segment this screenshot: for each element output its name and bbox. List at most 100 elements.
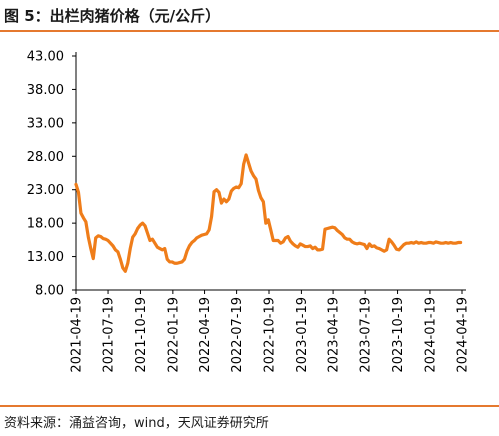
data-point	[350, 240, 354, 244]
figure-title: 图 5：出栏肉猪价格（元/公斤）	[4, 7, 221, 25]
data-point	[419, 241, 423, 244]
data-point	[198, 235, 201, 238]
data-point	[336, 229, 339, 232]
data-point	[94, 236, 97, 240]
data-point	[405, 242, 408, 245]
y-tick-label: 8.00	[35, 284, 64, 299]
data-point	[338, 231, 341, 234]
data-point	[235, 185, 238, 189]
data-point	[316, 248, 319, 252]
data-point	[274, 239, 277, 242]
data-point	[299, 242, 302, 246]
data-point	[114, 248, 117, 252]
data-point	[188, 244, 191, 248]
data-point	[318, 248, 322, 252]
data-point	[321, 248, 324, 251]
x-tick-label: 2021-07-19	[102, 297, 117, 373]
data-point	[454, 242, 457, 245]
data-point	[382, 250, 386, 253]
y-tick-label: 33.00	[27, 116, 64, 131]
data-point	[281, 240, 285, 244]
data-point	[173, 262, 176, 265]
data-point	[99, 235, 102, 238]
data-point	[378, 247, 381, 250]
data-point	[269, 228, 272, 232]
data-point	[96, 234, 100, 238]
data-point	[185, 250, 189, 253]
data-point	[200, 233, 203, 237]
data-point	[286, 235, 290, 238]
data-point	[375, 246, 378, 250]
data-point	[180, 260, 184, 264]
data-point	[222, 197, 226, 201]
data-point	[422, 242, 425, 245]
data-point	[237, 186, 240, 189]
data-point	[136, 227, 139, 230]
data-point	[447, 242, 450, 245]
data-point	[262, 200, 265, 203]
x-tick-label: 2023-01-19	[295, 297, 310, 373]
data-point	[106, 239, 110, 242]
x-axis: 2021-04-19 2021-07-19 2021-10-19 2022-01-19…	[70, 289, 471, 373]
data-point	[121, 266, 125, 270]
data-point	[175, 262, 179, 265]
data-point	[289, 239, 292, 243]
data-point	[252, 174, 255, 177]
data-point	[158, 247, 162, 250]
data-point	[380, 248, 383, 252]
data-point	[306, 245, 309, 248]
data-point	[301, 244, 305, 247]
data-point	[178, 261, 181, 264]
data-point	[264, 221, 268, 225]
data-point	[257, 189, 260, 192]
data-point	[348, 237, 351, 241]
y-tick-label: 38.00	[27, 83, 64, 98]
data-point	[343, 236, 346, 240]
data-point	[161, 248, 164, 252]
data-point	[84, 220, 88, 224]
data-point	[429, 241, 433, 244]
data-point	[146, 231, 149, 235]
data-point	[407, 242, 411, 245]
plot-area	[74, 153, 463, 273]
data-point	[291, 242, 295, 246]
data-point	[101, 237, 105, 240]
x-tick-label: 2024-04-19	[456, 297, 471, 373]
data-point	[156, 246, 159, 249]
data-point	[442, 242, 445, 245]
footer-divider	[0, 405, 499, 407]
data-point	[385, 248, 388, 252]
data-point	[459, 241, 462, 244]
data-point	[444, 241, 447, 244]
data-point	[434, 240, 438, 244]
data-point	[82, 216, 85, 219]
data-point	[141, 221, 144, 225]
data-point	[390, 240, 393, 244]
data-point	[168, 260, 171, 264]
data-point	[326, 227, 329, 230]
data-point	[412, 242, 415, 245]
data-point	[313, 246, 317, 249]
data-point	[345, 237, 349, 241]
data-point	[395, 248, 398, 251]
data-point	[424, 242, 428, 245]
data-point	[387, 237, 391, 241]
x-tick-label: 2022-04-19	[198, 297, 213, 373]
data-point	[217, 191, 221, 194]
data-point	[190, 241, 194, 244]
data-point	[242, 163, 245, 166]
data-point	[276, 239, 280, 242]
data-point	[415, 240, 418, 244]
source-note: 资料来源：涌益咨询，wind，天风证券研究所	[4, 416, 269, 431]
data-point	[370, 245, 374, 248]
data-point	[166, 258, 169, 261]
data-point	[247, 161, 250, 165]
data-point	[365, 247, 369, 250]
data-point	[296, 246, 300, 249]
data-point	[449, 241, 452, 244]
data-point	[267, 218, 270, 221]
x-tick-label: 2022-01-19	[166, 297, 181, 373]
y-tick-label: 43.00	[27, 50, 64, 65]
data-point	[104, 237, 107, 241]
data-point	[279, 242, 282, 245]
